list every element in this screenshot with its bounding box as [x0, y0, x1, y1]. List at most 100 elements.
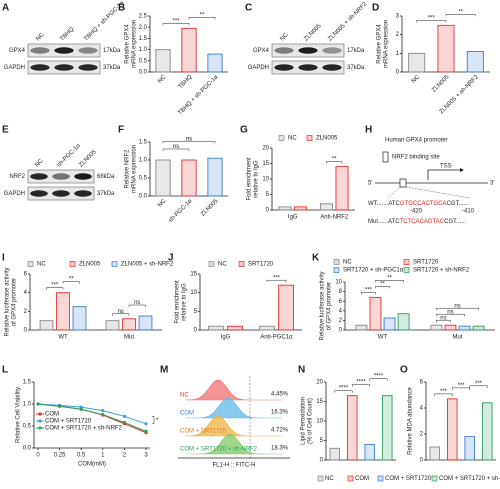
three-prime: 3'	[490, 181, 494, 187]
legend-label: COM + SRT1720	[45, 419, 92, 425]
y-tick-label: 1.5	[23, 380, 32, 386]
sig-bracket	[162, 148, 190, 151]
y-tick-label: 2.0	[139, 25, 148, 31]
legend-swatch	[431, 475, 438, 482]
sig-label: ****	[356, 380, 366, 386]
band	[52, 190, 70, 197]
x-axis-label: FL1-H :: FITC-H	[213, 463, 256, 469]
x-tick-label: 2	[123, 453, 127, 459]
legend-label: NC	[218, 262, 227, 268]
sig-label: ***	[428, 15, 436, 21]
band	[30, 47, 50, 54]
sig-bracket	[436, 307, 479, 311]
bar	[397, 313, 410, 331]
y-axis-label: Relative luciferase activity	[5, 267, 11, 336]
legend-label: COM	[45, 412, 59, 418]
x-tick-label: 0.5	[77, 453, 86, 459]
x-tick-label: Mut	[452, 335, 462, 341]
pos-label: -410	[462, 209, 475, 215]
protein-label: NRF2	[9, 174, 25, 180]
y-tick-label: 1.5	[139, 140, 148, 146]
bar	[138, 315, 153, 331]
series-line	[37, 403, 147, 432]
band	[54, 47, 74, 54]
band	[78, 47, 98, 54]
legend-label: NC	[343, 260, 352, 266]
sig-bracket	[62, 281, 80, 284]
size-label: 37kDa	[103, 65, 121, 71]
legend-marker	[38, 419, 42, 423]
bar	[278, 284, 294, 331]
bar	[383, 317, 396, 331]
band	[298, 47, 318, 54]
bar	[481, 402, 493, 461]
legend-swatch	[111, 261, 118, 267]
sig-bracket	[375, 286, 390, 289]
sig-bracket	[162, 140, 216, 144]
panel-label: D	[372, 3, 379, 14]
sig-bracket	[112, 313, 130, 316]
y-tick-label: 4	[339, 308, 343, 314]
bar	[39, 320, 54, 331]
bar	[259, 325, 275, 331]
series-line	[37, 403, 147, 425]
y-tick-label: 0	[194, 328, 198, 334]
lane-label: ZLN005	[303, 23, 323, 43]
x-tick-label: ZLN005	[431, 74, 451, 94]
y-axis-label: (% of Cell Count)	[308, 398, 314, 444]
y-axis-label: Relative luciferase activity	[320, 271, 326, 340]
sig-label: *	[156, 418, 159, 424]
panel-label: F	[118, 125, 124, 136]
bar	[207, 53, 223, 73]
y-tick-label: 8	[339, 289, 343, 295]
legend-swatch	[403, 259, 410, 265]
sig-bracket	[152, 416, 155, 425]
y-tick-label: 0.5	[139, 58, 148, 64]
panel-label: N	[298, 365, 305, 376]
legend-swatch	[208, 261, 215, 267]
site-icon	[382, 151, 389, 163]
size-label: 17kDa	[103, 48, 121, 54]
point	[101, 409, 105, 413]
y-tick-label: 0	[266, 208, 270, 214]
y-tick-label: 6	[420, 380, 424, 386]
sig-label: ***	[365, 287, 373, 293]
sig-label: ns	[118, 309, 124, 315]
band	[322, 64, 342, 71]
band	[298, 64, 318, 71]
sig-bracket	[266, 279, 287, 283]
y-tick-label: 1.0	[139, 47, 148, 53]
legend-swatch	[306, 135, 313, 141]
sequence: Mut......ATCTCTCACAGTACCGT......	[368, 219, 466, 225]
lane-label: ZLN005	[78, 149, 98, 169]
x-tick-label: 3	[144, 453, 148, 459]
legend-swatch	[347, 475, 354, 482]
bar	[430, 324, 443, 331]
y-tick-label: 10	[262, 177, 269, 183]
panel-label: E	[2, 125, 9, 136]
y-tick-label: 1.0	[23, 402, 32, 408]
y-tick-label: 0.5	[139, 176, 148, 182]
legend-swatch	[69, 261, 76, 267]
sample-label: COM + SRT1720	[180, 429, 227, 435]
point	[144, 422, 148, 426]
bar	[122, 318, 136, 331]
bar	[278, 206, 292, 211]
y-tick-label: 20	[316, 380, 323, 386]
sig-bracket	[375, 280, 404, 283]
panel-label: I	[2, 253, 5, 264]
y-axis-label: Relative NRF2	[125, 149, 131, 189]
y-tick-label: 15	[316, 399, 323, 405]
sig-bracket	[436, 319, 451, 323]
y-tick-label: 5	[194, 309, 198, 315]
x-tick-label: NC	[157, 198, 168, 209]
bar	[155, 159, 171, 197]
site-box	[399, 178, 407, 188]
x-tick-label: NC	[157, 74, 168, 85]
legend-swatch	[238, 261, 245, 267]
histogram	[185, 415, 282, 437]
sequence-part: CGT......	[447, 201, 469, 207]
sig-label: ***	[475, 381, 483, 387]
x-tick-label: 1	[101, 453, 105, 459]
